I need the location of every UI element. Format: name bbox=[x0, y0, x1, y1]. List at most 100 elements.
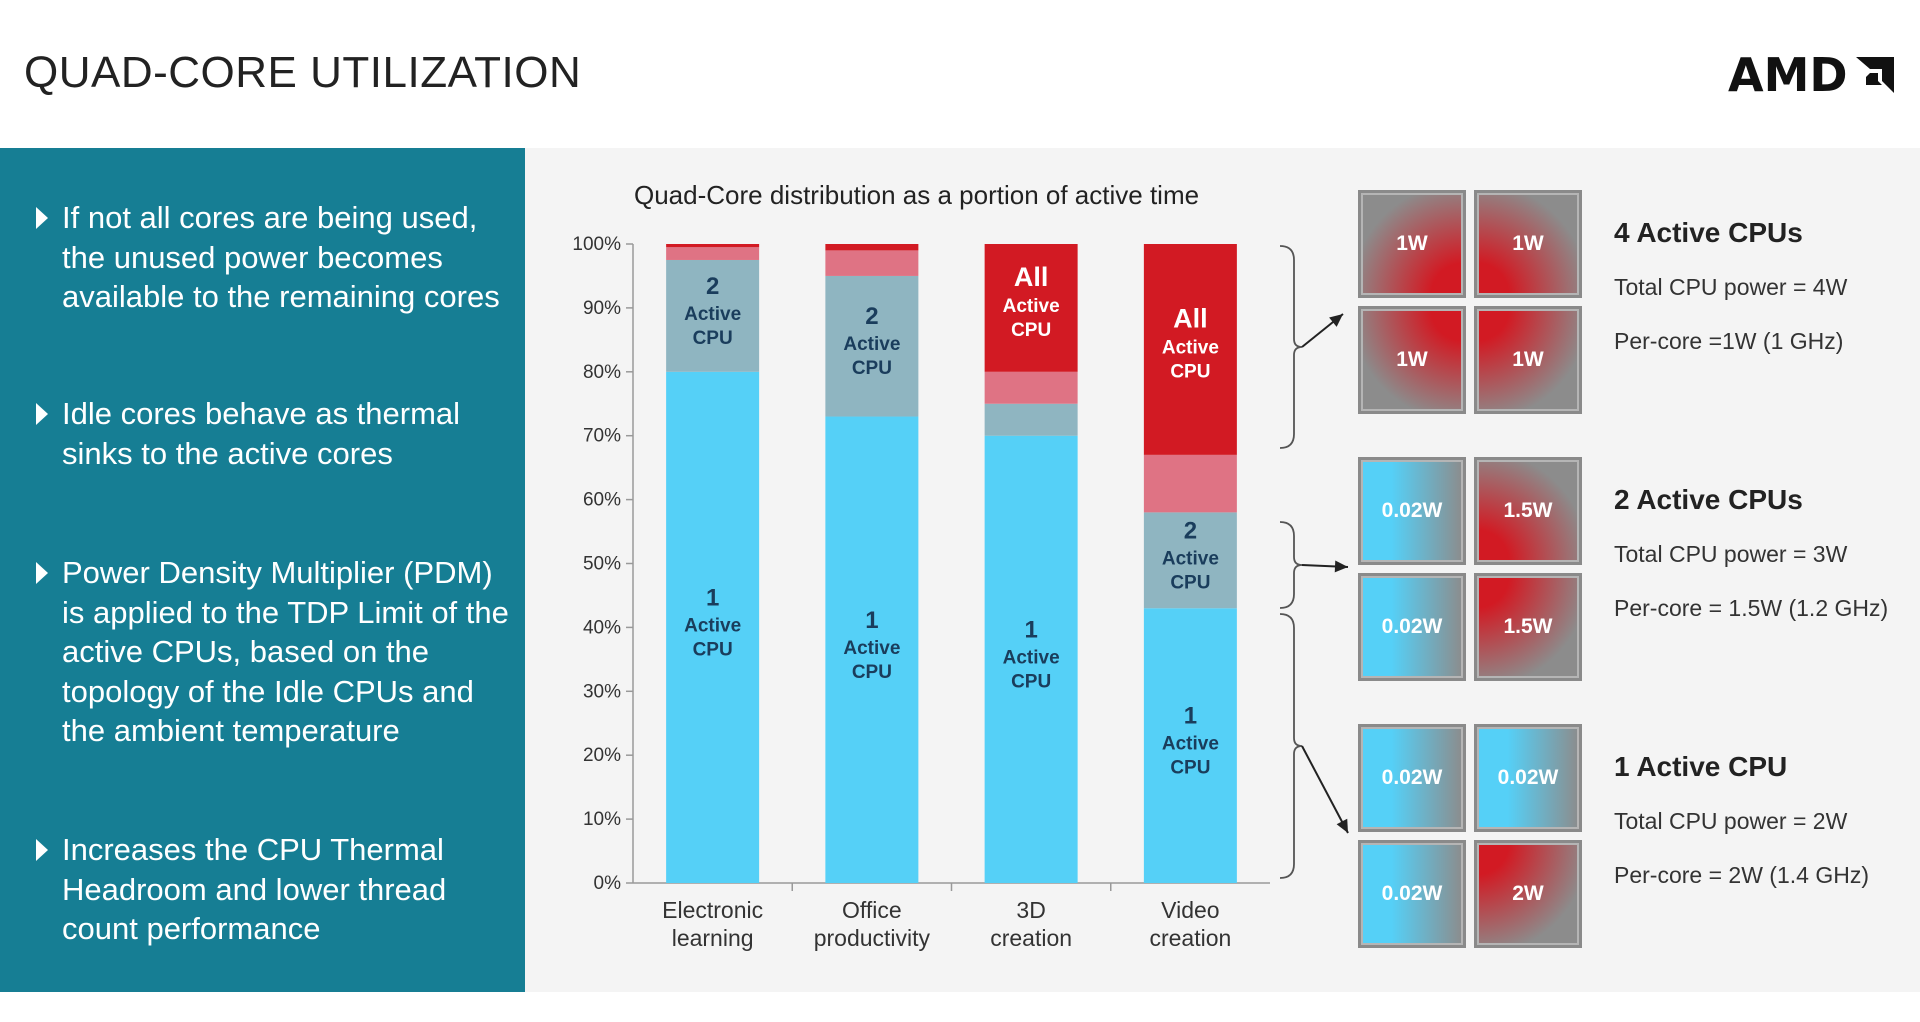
bar-segment bbox=[984, 244, 1078, 372]
active-core: 1.5W bbox=[1474, 457, 1582, 565]
bullet-text: Increases the CPU Thermal Headroom and l… bbox=[62, 832, 447, 946]
arrow-head-icon bbox=[1334, 560, 1348, 573]
amd-logo: AMD bbox=[1728, 48, 1896, 102]
y-tick-label: 50% bbox=[583, 554, 621, 575]
segment-label: CPU bbox=[852, 662, 892, 683]
chart-title: Quad-Core distribution as a portion of a… bbox=[634, 180, 1200, 210]
bar-segment bbox=[666, 244, 760, 248]
active-core: 1W bbox=[1474, 306, 1582, 414]
bullet-panel: If not all cores are being used, the unu… bbox=[0, 148, 525, 992]
segment-label: CPU bbox=[1170, 758, 1210, 779]
y-tick-label: 0% bbox=[594, 873, 622, 894]
idle-core: 0.02W bbox=[1358, 573, 1466, 681]
logo-text: AMD bbox=[1728, 48, 1848, 102]
segment-label: Active bbox=[684, 615, 741, 636]
segment-label: CPU bbox=[1011, 671, 1051, 692]
active-core: 1W bbox=[1474, 190, 1582, 298]
bar-segment bbox=[984, 403, 1078, 436]
segment-label: Active bbox=[1162, 734, 1219, 755]
segment-label: 2 bbox=[865, 303, 878, 330]
y-tick-label: 30% bbox=[583, 681, 621, 702]
segment-label: All bbox=[1014, 262, 1049, 292]
core-grid: 1W 1W 1W 1W bbox=[1358, 190, 1582, 414]
segment-label: 1 bbox=[1184, 703, 1197, 730]
segment-label: CPU bbox=[1011, 320, 1051, 341]
y-tick-label: 80% bbox=[583, 362, 621, 383]
x-category-label: Office bbox=[842, 897, 902, 923]
segment-label: 1 bbox=[865, 607, 878, 634]
idle-core: 0.02W bbox=[1358, 724, 1466, 832]
idle-core: 0.02W bbox=[1474, 724, 1582, 832]
idle-core: 0.02W bbox=[1358, 457, 1466, 565]
segment-label: CPU bbox=[852, 358, 892, 379]
y-tick-label: 70% bbox=[583, 426, 621, 447]
core-panel-detail: Total CPU power = 3W bbox=[1614, 541, 1848, 567]
amd-arrow-icon bbox=[1855, 57, 1894, 93]
bracket bbox=[1279, 613, 1303, 879]
bar-segment bbox=[984, 435, 1078, 883]
bar-segment bbox=[1143, 512, 1237, 609]
bar-segment bbox=[825, 250, 919, 276]
segment-label: CPU bbox=[1170, 361, 1210, 382]
y-tick-label: 10% bbox=[583, 809, 621, 830]
active-core: 2W bbox=[1474, 840, 1582, 948]
arrow-head-icon bbox=[1336, 818, 1348, 833]
segment-label: CPU bbox=[1170, 572, 1210, 593]
bracket bbox=[1279, 245, 1303, 449]
segment-label: 1 bbox=[706, 584, 719, 611]
bracket bbox=[1279, 521, 1303, 609]
x-category-label: creation bbox=[990, 925, 1072, 951]
segment-label: 1 bbox=[1024, 616, 1037, 643]
x-category-label: productivity bbox=[814, 925, 931, 951]
bar-segment bbox=[1143, 454, 1237, 513]
pointer-arrow bbox=[1301, 745, 1349, 834]
core-panel-detail: Total CPU power = 4W bbox=[1614, 274, 1848, 300]
core-panel-title: 1 Active CPU bbox=[1614, 751, 1788, 782]
bullet-text: Power Density Multiplier (PDM) is applie… bbox=[62, 555, 509, 748]
x-category-label: learning bbox=[672, 925, 754, 951]
bar-segment bbox=[666, 259, 760, 372]
idle-core: 0.02W bbox=[1358, 840, 1466, 948]
segment-label: CPU bbox=[693, 328, 733, 349]
bullet-item: Power Density Multiplier (PDM) is applie… bbox=[36, 553, 522, 751]
segment-label: Active bbox=[843, 334, 900, 355]
core-panel-title: 2 Active CPUs bbox=[1614, 484, 1803, 515]
arrow-head-icon bbox=[1329, 314, 1343, 327]
y-tick-label: 60% bbox=[583, 490, 621, 511]
bullet-item: Idle cores behave as thermal sinks to th… bbox=[36, 394, 522, 473]
triangle-bullet-icon bbox=[36, 207, 48, 229]
segment-label: 2 bbox=[1184, 517, 1197, 544]
bar-segment bbox=[825, 244, 919, 251]
bullet-item: If not all cores are being used, the unu… bbox=[36, 198, 522, 317]
slide-title: QUAD-CORE UTILIZATION bbox=[24, 48, 582, 97]
y-tick-label: 40% bbox=[583, 617, 621, 638]
segment-label: Active bbox=[1162, 548, 1219, 569]
active-core: 1W bbox=[1358, 190, 1466, 298]
segment-label: Active bbox=[1003, 647, 1060, 668]
segment-label: Active bbox=[684, 304, 741, 325]
core-grid: 0.02W 0.02W 0.02W 2W bbox=[1358, 724, 1582, 948]
core-panel-title: 4 Active CPUs bbox=[1614, 217, 1803, 248]
x-category-label: Video bbox=[1161, 897, 1219, 923]
bullet-text: If not all cores are being used, the unu… bbox=[62, 200, 500, 314]
bar-segment bbox=[1143, 244, 1237, 455]
triangle-bullet-icon bbox=[36, 839, 48, 861]
bar-segment bbox=[666, 371, 760, 883]
x-category-label: creation bbox=[1149, 925, 1231, 951]
y-tick-label: 90% bbox=[583, 298, 621, 319]
active-core: 1.5W bbox=[1474, 573, 1582, 681]
core-panel-detail: Per-core =1W (1 GHz) bbox=[1614, 328, 1844, 354]
y-tick-label: 100% bbox=[572, 234, 621, 255]
y-tick-label: 20% bbox=[583, 745, 621, 766]
bullet-text: Idle cores behave as thermal sinks to th… bbox=[62, 396, 461, 471]
core-panel-detail: Total CPU power = 2W bbox=[1614, 808, 1848, 834]
bar-segment bbox=[1143, 608, 1237, 883]
bullet-item: Increases the CPU Thermal Headroom and l… bbox=[36, 830, 522, 949]
x-category-label: Electronic bbox=[662, 897, 763, 923]
active-core: 1W bbox=[1358, 306, 1466, 414]
segment-label: All bbox=[1173, 303, 1208, 333]
segment-label: Active bbox=[843, 638, 900, 659]
bar-segment bbox=[984, 371, 1078, 404]
segment-label: Active bbox=[1003, 296, 1060, 317]
core-grid: 0.02W 1.5W 0.02W 1.5W bbox=[1358, 457, 1582, 681]
